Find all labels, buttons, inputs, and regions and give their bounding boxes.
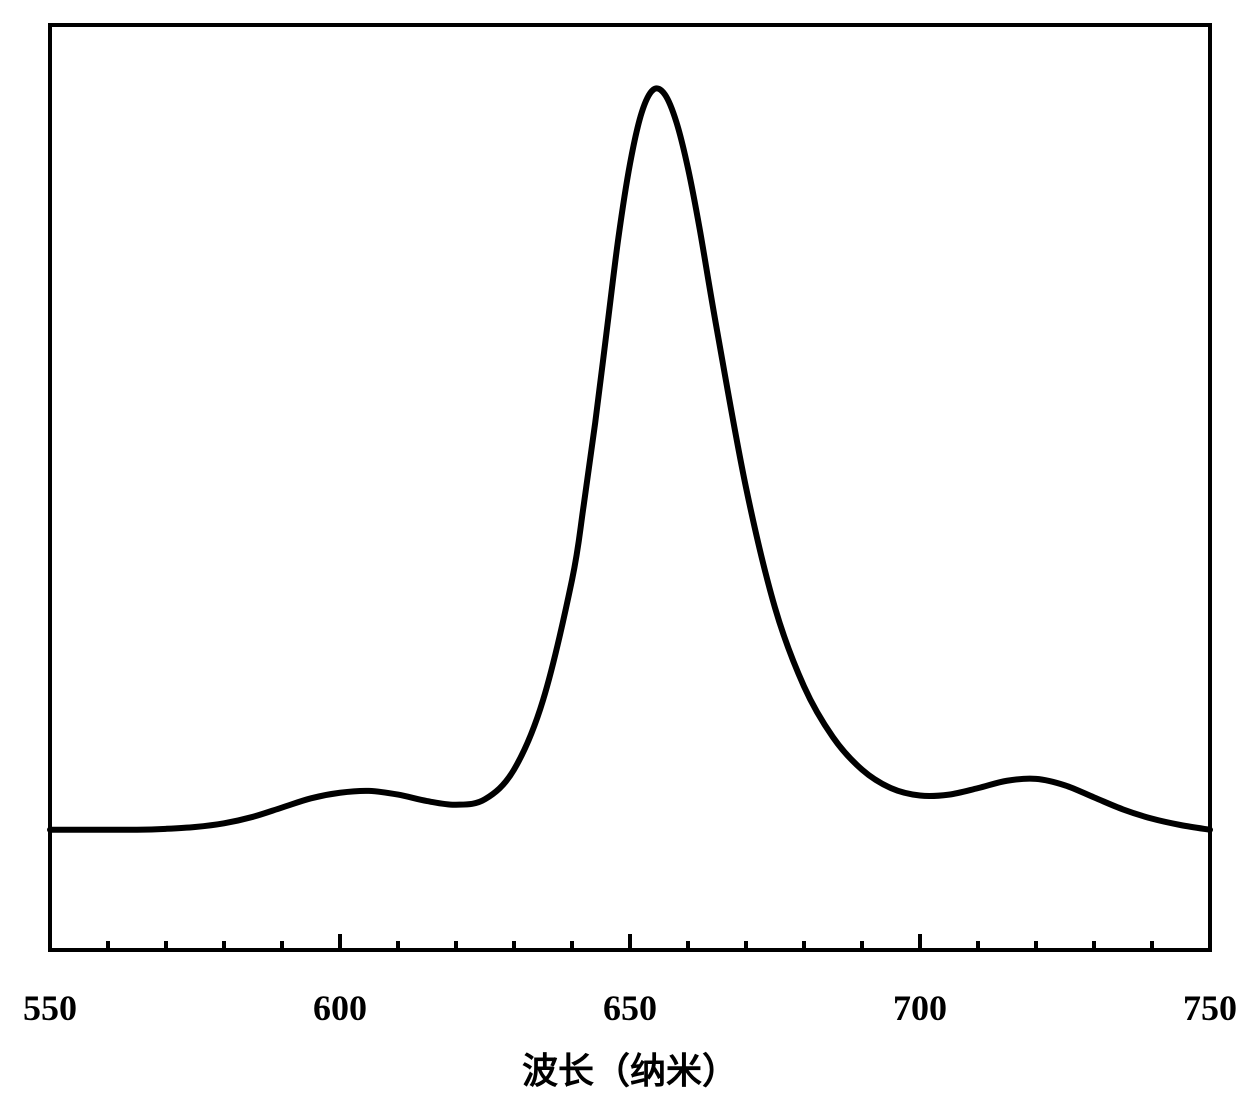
x-tick-label: 650 (603, 987, 657, 1029)
spectrum-curve (50, 88, 1210, 829)
chart-svg (0, 0, 1240, 1092)
x-axis-label: 波长（纳米） (522, 1042, 738, 1094)
x-tick-label: 700 (893, 987, 947, 1029)
x-tick-label: 550 (23, 987, 77, 1029)
spectrum-chart: 550 600 650 700 750 波长（纳米） (0, 0, 1240, 1092)
x-tick-label: 750 (1183, 987, 1237, 1029)
x-tick-label: 600 (313, 987, 367, 1029)
